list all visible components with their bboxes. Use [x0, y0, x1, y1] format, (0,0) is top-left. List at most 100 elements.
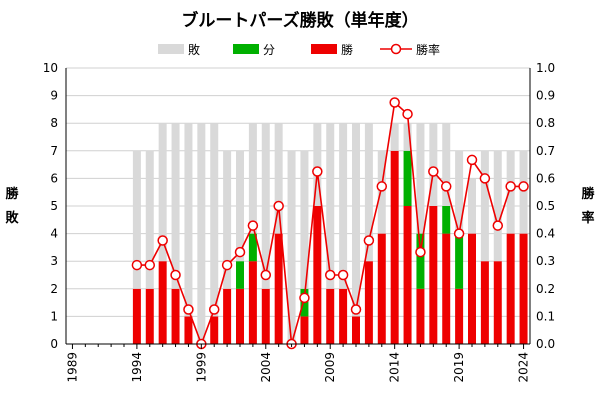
win-rate-point [337, 269, 349, 281]
win-bar [352, 316, 360, 344]
chart-title: ブルートパーズ勝敗（単年度） [181, 11, 419, 31]
win-rate-point [170, 269, 181, 281]
win-bar [132, 288, 141, 344]
loss-bar [506, 150, 515, 234]
win-rate-point [144, 259, 156, 271]
win-bar [493, 261, 502, 344]
loss-bar [493, 150, 502, 262]
win-rate-point [299, 292, 310, 304]
y-left-tick-label: 0 [50, 337, 58, 351]
loss-bar [274, 123, 283, 234]
y-right-tick-label: 1.0 [536, 61, 555, 75]
legend-win-rate-label: 勝率 [416, 42, 440, 57]
win-rate-point [273, 200, 284, 212]
y-right-tick-label: 0.2 [536, 282, 555, 296]
win-rate-point [247, 220, 259, 231]
win-rate-point [505, 181, 516, 192]
y-left-tick-label: 10 [43, 61, 58, 75]
y-axis-left: 0 1 2 3 4 5 6 7 8 9 10 [43, 61, 58, 351]
win-rate-point [466, 154, 478, 166]
legend-draw: 分 [233, 43, 275, 57]
y-right-tick-label: 0.6 [536, 171, 555, 185]
x-tick-label: 1989 [65, 352, 79, 383]
win-bar [248, 261, 257, 344]
loss-bar [352, 123, 360, 317]
legend-loss-label: 敗 [188, 42, 200, 57]
y-right-tick-label: 0.3 [536, 254, 555, 268]
loss-bar [480, 150, 489, 262]
win-rate-point [324, 269, 336, 281]
win-rate-point [389, 97, 400, 108]
x-tick-label: 2019 [452, 352, 466, 383]
draw-bar [236, 261, 244, 289]
loss-bar [364, 123, 373, 262]
loss-bar [519, 150, 528, 234]
y-right-tick-label: 0.5 [536, 199, 555, 213]
win-rate-point [479, 173, 491, 184]
win-bar [339, 288, 348, 344]
legend-win-swatch [311, 44, 337, 54]
x-tick-label: 2024 [517, 352, 531, 383]
win-bar [300, 316, 309, 344]
win-rate-point [350, 304, 362, 315]
win-bar [377, 233, 386, 344]
loss-bar [429, 123, 438, 206]
win-bar [403, 206, 412, 344]
y-right-tick-label: 0.7 [536, 144, 555, 158]
y-axis-left-title: 勝敗 [4, 183, 20, 231]
win-bar [519, 233, 528, 344]
y-left-tick-label: 6 [50, 171, 58, 185]
loss-bar [236, 150, 244, 262]
legend: 敗 分 勝 勝率 [158, 42, 440, 57]
win-rate-point [363, 235, 375, 246]
win-bar [326, 288, 335, 344]
x-tick-label: 1994 [130, 352, 144, 383]
win-rate-point [428, 166, 439, 177]
x-tick-label: 2009 [323, 352, 337, 383]
legend-draw-label: 分 [263, 43, 275, 57]
draw-bar [416, 233, 425, 289]
win-rate-point [453, 228, 465, 239]
y-left-tick-label: 4 [50, 227, 58, 241]
x-tick-label: 1999 [194, 352, 208, 383]
draw-bar [442, 206, 451, 234]
win-bar [468, 233, 476, 344]
y-right-tick-label: 0.4 [536, 227, 555, 241]
legend-win-rate: 勝率 [380, 42, 440, 57]
win-rate-line [131, 97, 529, 350]
win-bar [145, 288, 154, 344]
win-rate-point [234, 246, 246, 258]
axes [65, 68, 531, 345]
win-rate-point [260, 269, 272, 281]
loss-bar [171, 123, 180, 289]
win-bar [184, 316, 193, 344]
x-tick-label: 2014 [388, 352, 402, 383]
loss-bar [313, 123, 322, 206]
loss-bar [390, 123, 399, 151]
loss-bar [145, 150, 154, 289]
win-bar [261, 288, 270, 344]
y-axis-right: 0.0 0.1 0.2 0.3 0.4 0.5 0.6 0.7 0.8 0.9 1.0 [536, 61, 555, 351]
win-rate-point [131, 259, 143, 271]
loss-bar [184, 123, 193, 317]
loss-bar [403, 123, 412, 151]
y-right-tick-label: 0.9 [536, 89, 555, 103]
y-left-tick-label: 7 [50, 144, 58, 158]
y-left-tick-label: 1 [50, 309, 58, 323]
win-rate-point [518, 181, 529, 192]
loss-bar [455, 150, 464, 234]
y-axis-right-title: 勝率 [580, 183, 596, 231]
win-rate-point [183, 304, 194, 315]
y-axis-left-title-text: 勝敗 [5, 187, 19, 226]
loss-bar [416, 123, 425, 234]
legend-draw-swatch [233, 44, 259, 54]
y-left-tick-label: 5 [50, 199, 58, 213]
win-bar [210, 316, 219, 344]
legend-win: 勝 [311, 42, 353, 57]
y-axis-right-title-text: 勝率 [581, 187, 595, 226]
loss-bar [377, 150, 386, 234]
loss-bar [132, 150, 141, 289]
y-left-tick-label: 9 [50, 89, 58, 103]
legend-loss: 敗 [158, 42, 200, 57]
